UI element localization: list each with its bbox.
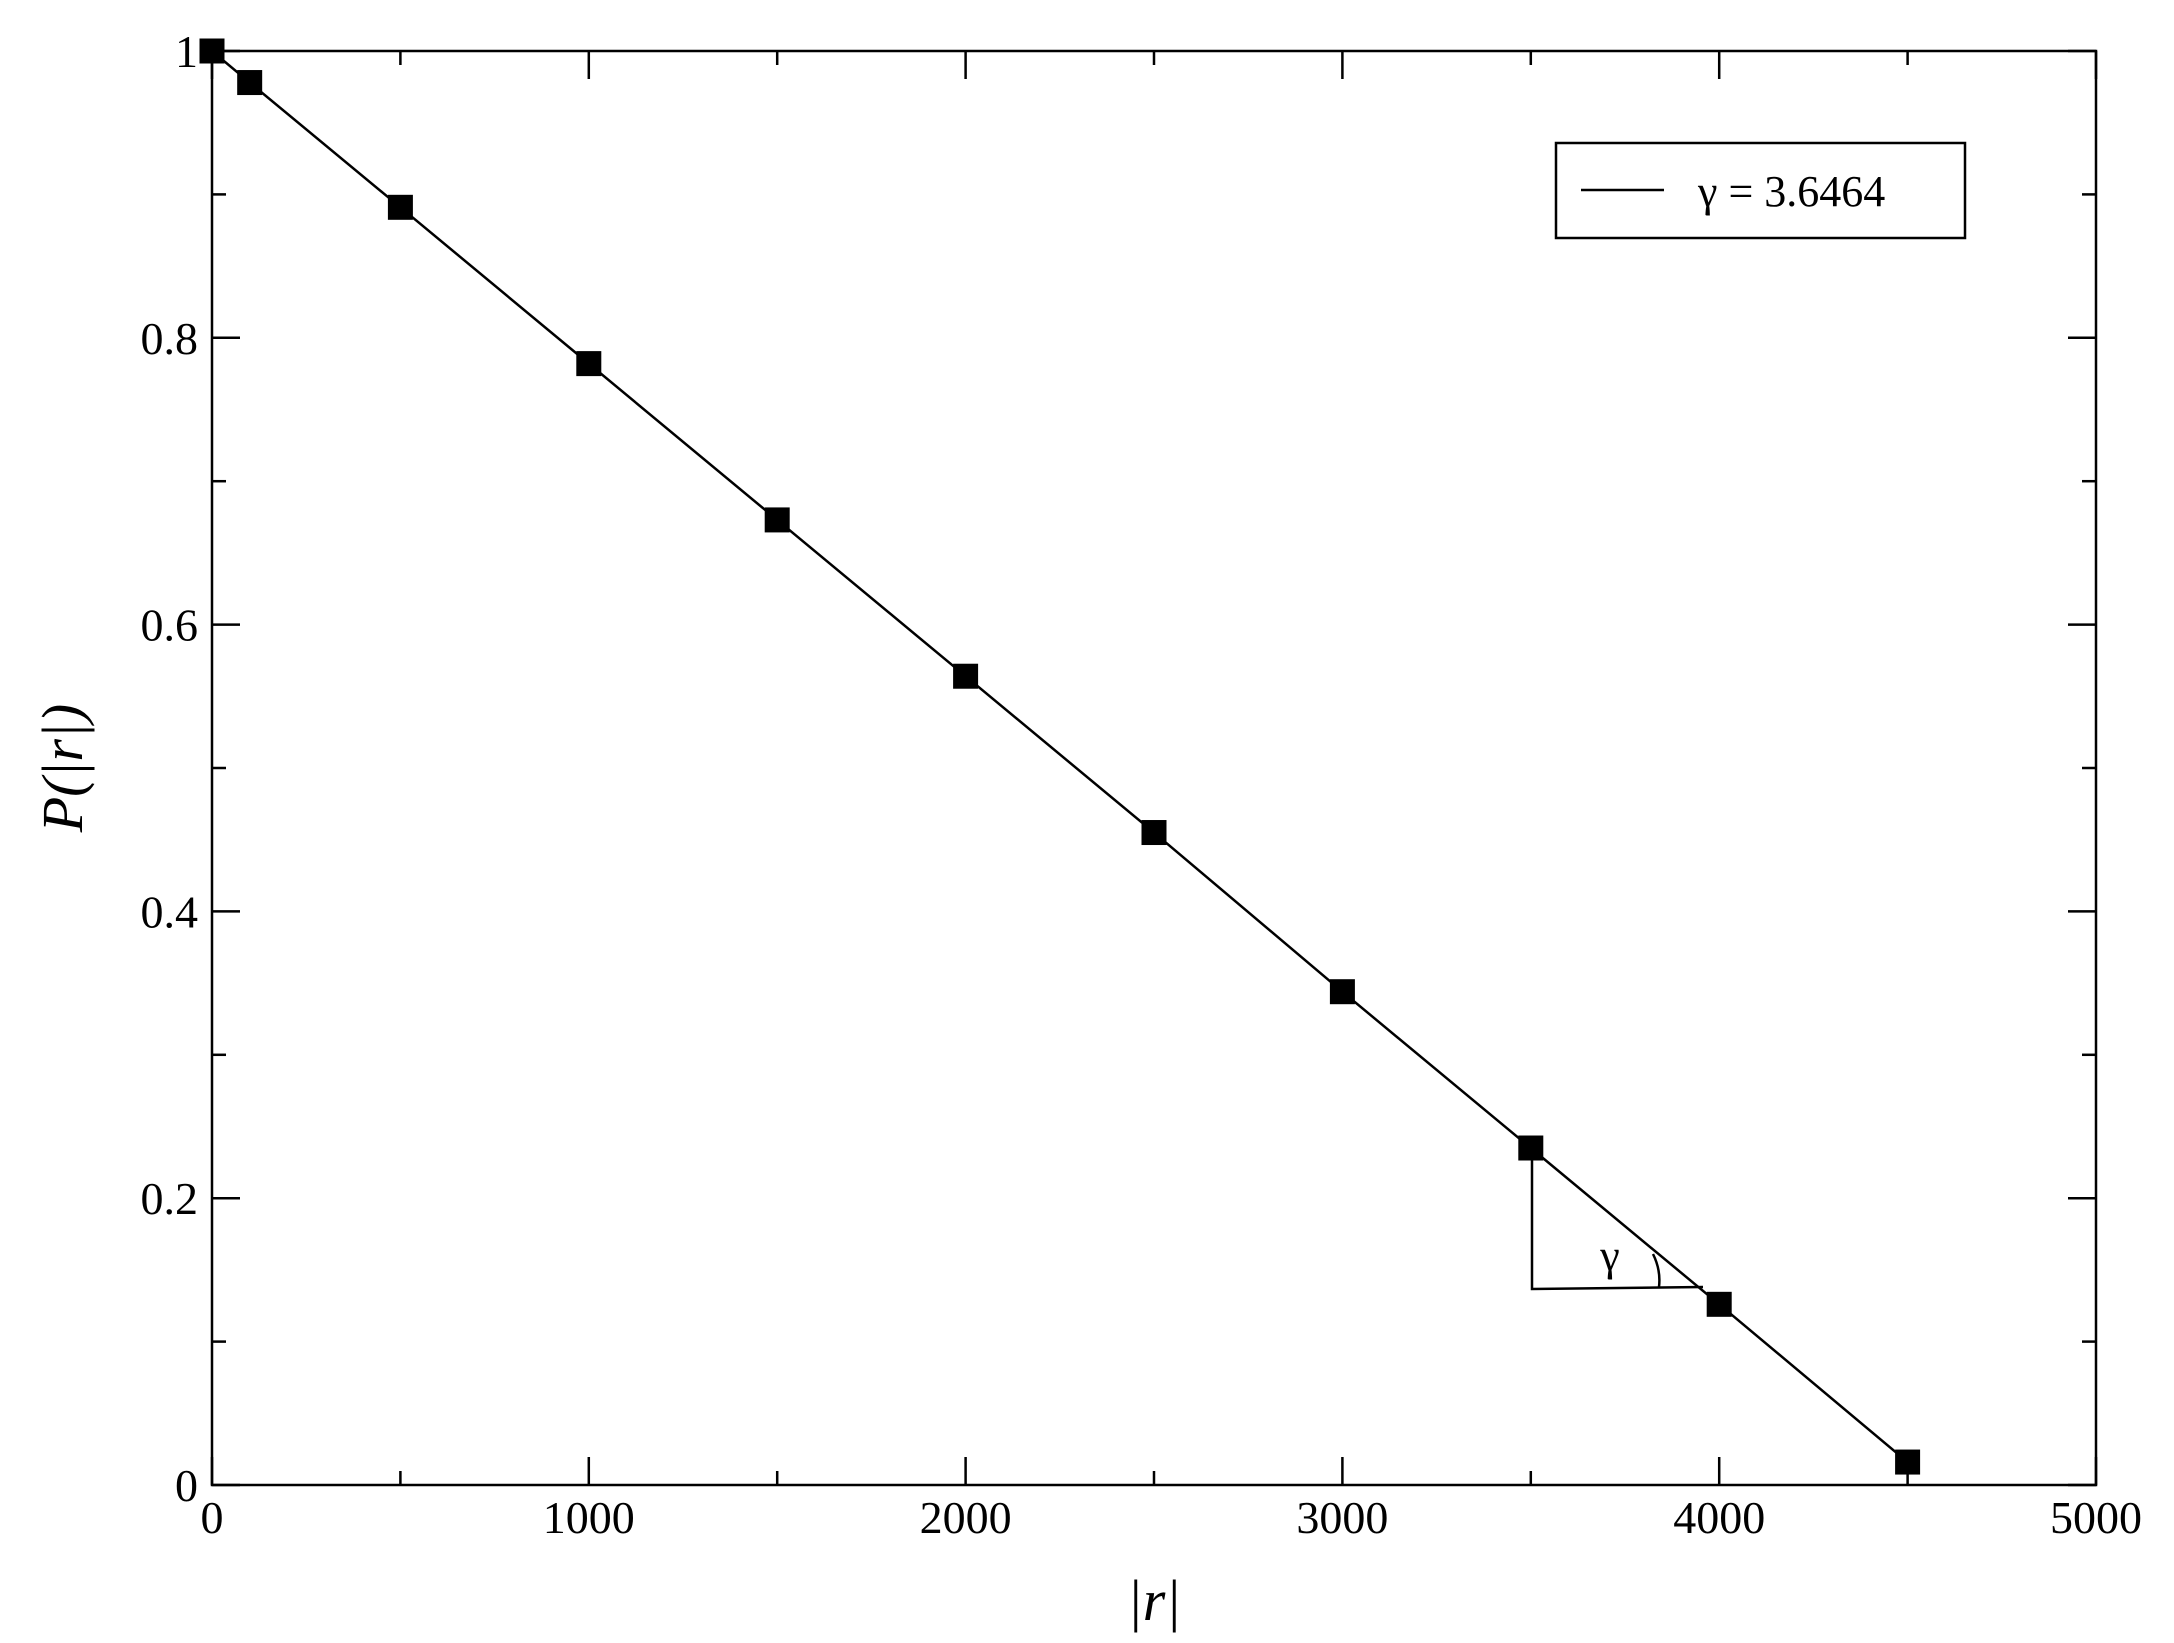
legend: γ = 3.6464: [1554, 141, 1967, 240]
x-tick-label: 4000: [1673, 1492, 1765, 1543]
marker: [1141, 820, 1167, 846]
marker: [1895, 1449, 1921, 1475]
gamma-triangle: γ: [1530, 1148, 1704, 1291]
marker: [199, 38, 225, 64]
marker: [1518, 1135, 1544, 1161]
annotation: γ: [1599, 1231, 1619, 1280]
x-tick-label: 1000: [543, 1492, 635, 1543]
x-axis-label: |r|: [1127, 1568, 1181, 1633]
plot-frame: [210, 49, 2098, 1487]
legend-label: γ = 3.6464: [1697, 167, 1885, 216]
marker: [953, 663, 979, 689]
data-line: [211, 50, 1909, 1464]
y-tick-label: 0.2: [141, 1173, 199, 1224]
marker: [1329, 979, 1355, 1005]
marker: [387, 194, 413, 220]
marker: [576, 351, 602, 377]
x-tick-label: 2000: [920, 1492, 1012, 1543]
y-axis-label: P(|r|): [30, 704, 95, 834]
x-tick-label: 0: [201, 1492, 224, 1543]
y-tick-label: 1: [175, 26, 198, 77]
y-tick-label: 0.6: [141, 600, 199, 651]
y-tick-label: 0.4: [141, 886, 199, 937]
y-tick-label: 0.8: [141, 313, 199, 364]
marker: [764, 507, 790, 533]
triangle-sides: [1530, 1148, 1704, 1291]
y-tick-label: 0: [175, 1460, 198, 1511]
x-tick-label: 5000: [2050, 1492, 2142, 1543]
marker: [1706, 1291, 1732, 1317]
x-tick-label: 3000: [1296, 1492, 1388, 1543]
angle-arc: [1651, 1253, 1661, 1288]
marker: [237, 70, 263, 96]
